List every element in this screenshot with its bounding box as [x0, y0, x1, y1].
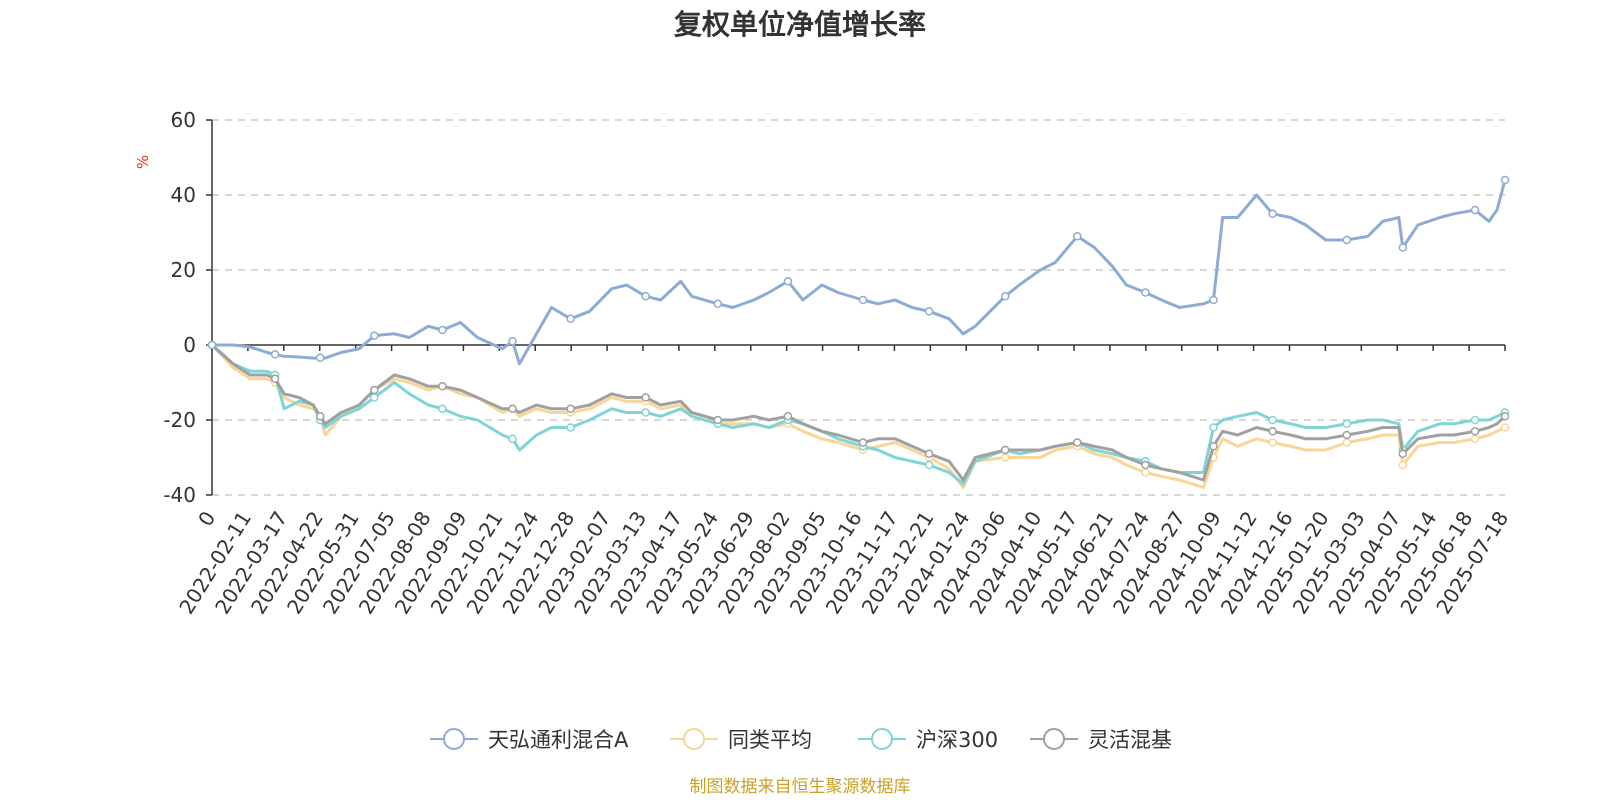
y-tick-label: 40: [171, 183, 196, 207]
y-tick-label: 60: [171, 108, 196, 132]
data-point: [858, 438, 868, 447]
data-point: [1073, 232, 1082, 241]
legend-label: 同类平均: [728, 728, 812, 752]
data-point: [270, 374, 280, 384]
data-point: [1073, 438, 1082, 447]
data-point: [1500, 175, 1510, 185]
data-point: [783, 412, 793, 421]
source-note: 制图数据来自恒生聚源数据库: [690, 777, 911, 797]
legend-marker: [443, 728, 465, 750]
data-point: [1398, 243, 1408, 252]
data-point: [1470, 427, 1480, 436]
data-point: [438, 382, 447, 391]
data-point: [1470, 205, 1480, 215]
data-point: [370, 385, 379, 395]
y-tick-label: 0: [183, 333, 196, 357]
data-point: [566, 423, 575, 432]
data-point: [1470, 434, 1480, 444]
data-point: [713, 299, 723, 309]
data-point: [1268, 209, 1277, 219]
data-point: [641, 393, 650, 402]
data-point: [858, 295, 868, 305]
data-point: [270, 350, 280, 359]
data-point: [315, 353, 325, 363]
data-point: [1470, 415, 1480, 425]
chart-title: 复权单位净值增长率: [674, 8, 926, 41]
y-tick-label: 20: [171, 258, 196, 282]
data-point: [1268, 438, 1277, 447]
data-point: [1342, 430, 1352, 440]
data-point: [438, 404, 447, 414]
y-tick-label: -40: [163, 483, 196, 507]
y-axis-unit: %: [134, 155, 152, 169]
data-point: [438, 325, 447, 335]
series-line: [210, 343, 1506, 489]
legend-label: 沪深300: [916, 728, 998, 752]
data-point: [1398, 449, 1408, 459]
data-point: [924, 307, 934, 316]
data-point: [641, 408, 650, 417]
data-point: [1209, 442, 1218, 451]
series-line: [210, 343, 1506, 486]
legend-item[interactable]: 天弘通利混合A: [430, 728, 629, 752]
legend-item[interactable]: 同类平均: [670, 728, 812, 752]
data-point: [1141, 468, 1150, 477]
data-point: [315, 412, 325, 421]
data-point: [508, 434, 517, 444]
data-point: [1000, 445, 1010, 455]
data-point: [1342, 419, 1352, 429]
data-point: [1398, 460, 1408, 470]
data-point: [1342, 438, 1352, 447]
data-point: [924, 449, 934, 459]
data-point: [1000, 292, 1010, 301]
data-point: [508, 404, 517, 414]
legend-label: 灵活混基: [1088, 728, 1172, 752]
data-point: [641, 292, 650, 301]
series-line: [212, 179, 1507, 366]
data-point: [1209, 295, 1218, 305]
data-point: [508, 337, 517, 346]
series-line: [210, 343, 1507, 482]
legend-marker: [871, 728, 893, 750]
y-tick-label: -20: [163, 408, 196, 432]
data-point: [713, 415, 723, 425]
data-point: [1268, 415, 1277, 425]
legend-item[interactable]: 沪深300: [858, 728, 998, 752]
data-point: [1141, 288, 1150, 297]
data-point: [1268, 427, 1277, 436]
data-point: [566, 404, 575, 414]
legend-marker: [683, 728, 705, 750]
legend-label: 天弘通利混合A: [488, 728, 629, 752]
series-lines: [207, 175, 1510, 489]
data-point: [783, 277, 793, 286]
data-point: [1342, 235, 1352, 245]
x-tick-labels: 02022-02-112022-03-172022-04-222022-05-3…: [174, 507, 1513, 618]
data-point: [1141, 460, 1150, 470]
data-point: [370, 331, 379, 340]
data-point: [207, 340, 217, 350]
x-tick-label: 0: [193, 507, 220, 531]
legend[interactable]: 天弘通利混合A 同类平均 沪深300 灵活混基: [430, 728, 1172, 752]
data-point: [1000, 453, 1010, 462]
legend-marker: [1043, 728, 1065, 750]
legend-item[interactable]: 灵活混基: [1030, 728, 1172, 752]
data-point: [370, 393, 379, 402]
data-point: [924, 460, 934, 470]
data-point: [1500, 423, 1510, 432]
data-point: [1500, 412, 1510, 421]
data-point: [566, 314, 575, 324]
data-point: [1209, 423, 1218, 432]
y-tick-labels: 60 40 20 0 -20 -40: [163, 108, 196, 507]
